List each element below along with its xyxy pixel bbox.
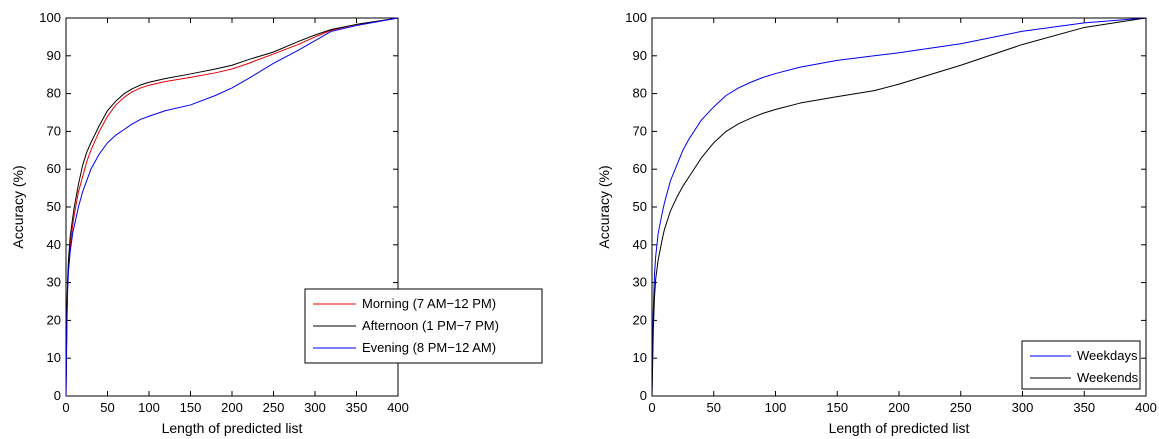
legend-box <box>1021 340 1141 390</box>
y-tick-label: 50 <box>47 199 61 214</box>
x-tick-label: 400 <box>1135 400 1157 415</box>
series-line-evening <box>65 17 399 397</box>
x-tick-label: 0 <box>62 400 69 415</box>
x-tick-label: 350 <box>1073 400 1095 415</box>
y-tick-label: 80 <box>47 86 61 101</box>
y-tick-label: 0 <box>640 388 647 403</box>
series-line-afternoon <box>65 17 399 397</box>
y-tick-label: 20 <box>633 312 647 327</box>
y-tick-label: 90 <box>47 48 61 63</box>
legend-label-morning: Morning (7 AM−12 PM) <box>362 296 496 311</box>
y-axis-title: Accuracy (%) <box>596 165 612 248</box>
series-line-weekends <box>651 17 1147 397</box>
series-lines <box>651 17 1147 397</box>
x-axis-ticks: 0 50 100 150 200 250 300 350 400 <box>648 18 1157 415</box>
x-axis-title: Length of predicted list <box>829 420 970 436</box>
x-tick-label: 150 <box>180 400 202 415</box>
chart-accuracy-by-time-of-day: 0 10 20 30 40 50 60 70 80 90 100 0 50 100 150 200 250 30… <box>10 10 543 436</box>
x-tick-label: 250 <box>263 400 285 415</box>
y-tick-label: 10 <box>47 350 61 365</box>
y-tick-label: 60 <box>47 161 61 176</box>
x-tick-label: 100 <box>138 400 160 415</box>
x-tick-label: 50 <box>100 400 114 415</box>
y-tick-label: 30 <box>633 275 647 290</box>
y-tick-label: 60 <box>633 161 647 176</box>
y-tick-label: 50 <box>633 199 647 214</box>
series-lines <box>65 17 399 397</box>
y-tick-label: 10 <box>633 350 647 365</box>
y-tick-label: 100 <box>39 10 61 25</box>
chart-accuracy-by-day-type: 0 10 20 30 40 50 60 70 80 90 100 0 50 100 150 200 250 30… <box>596 10 1157 436</box>
legend-label-weekends: Weekends <box>1077 370 1139 385</box>
y-tick-label: 40 <box>47 237 61 252</box>
x-tick-label: 350 <box>346 400 368 415</box>
y-tick-label: 40 <box>633 237 647 252</box>
y-axis-title: Accuracy (%) <box>10 165 26 248</box>
x-axis-ticks: 0 50 100 150 200 250 300 350 400 <box>62 18 409 415</box>
x-tick-label: 300 <box>1012 400 1034 415</box>
y-tick-label: 80 <box>633 86 647 101</box>
y-tick-label: 100 <box>625 10 647 25</box>
x-tick-label: 400 <box>387 400 409 415</box>
y-tick-label: 20 <box>47 312 61 327</box>
x-tick-label: 200 <box>221 400 243 415</box>
y-tick-label: 70 <box>633 123 647 138</box>
x-tick-label: 200 <box>888 400 910 415</box>
x-tick-label: 250 <box>950 400 972 415</box>
x-tick-label: 300 <box>304 400 326 415</box>
y-tick-label: 90 <box>633 48 647 63</box>
series-line-morning <box>65 17 399 397</box>
legend: Weekdays Weekends <box>1021 340 1141 390</box>
y-tick-label: 30 <box>47 275 61 290</box>
x-tick-label: 50 <box>707 400 721 415</box>
legend-label-weekdays: Weekdays <box>1077 348 1138 363</box>
legend-label-afternoon: Afternoon (1 PM−7 PM) <box>362 318 499 333</box>
legend: Morning (7 AM−12 PM) Afternoon (1 PM−7 P… <box>304 288 543 364</box>
x-tick-label: 0 <box>648 400 655 415</box>
x-tick-label: 100 <box>765 400 787 415</box>
series-line-weekdays <box>651 17 1147 397</box>
y-tick-label: 0 <box>54 388 61 403</box>
y-tick-label: 70 <box>47 123 61 138</box>
x-axis-title: Length of predicted list <box>162 420 303 436</box>
legend-label-evening: Evening (8 PM−12 AM) <box>362 340 496 355</box>
y-axis-ticks: 0 10 20 30 40 50 60 70 80 90 100 <box>39 10 398 403</box>
x-tick-label: 150 <box>826 400 848 415</box>
plot-area-frame <box>651 17 1147 397</box>
